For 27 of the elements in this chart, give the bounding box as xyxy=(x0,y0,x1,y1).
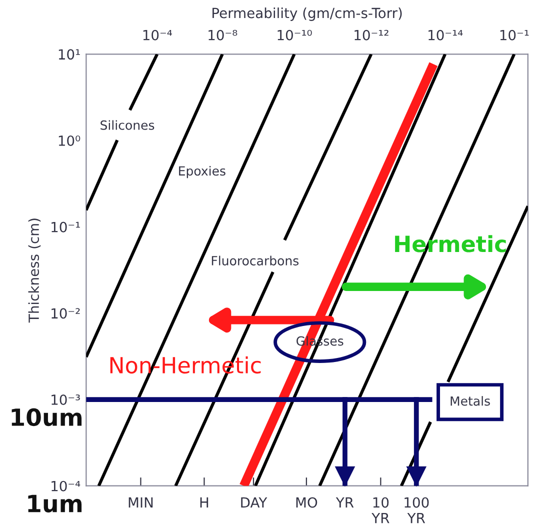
x-tick-label: H xyxy=(200,497,208,508)
x-tick-label: YR xyxy=(336,497,354,508)
y-tick-label: 10⁻⁴ xyxy=(52,480,80,492)
annotation: Silicones xyxy=(100,120,154,130)
series-label: 10⁻⁸ xyxy=(208,30,238,40)
y-tick-label: 10⁻¹ xyxy=(52,222,80,232)
annotation: Metals xyxy=(450,396,490,406)
annotation: Epoxies xyxy=(179,166,226,178)
series-label: 10⁻¹² xyxy=(354,30,388,40)
y-tick-label: 10⁰ xyxy=(58,135,80,146)
series-label: 10⁻¹ xyxy=(500,30,529,40)
x-tick-label: MO xyxy=(296,497,318,508)
series-label: 10⁻¹⁴ xyxy=(428,30,463,40)
chart-title: Permeability (gm/cm-s-Torr) xyxy=(212,8,402,21)
y-axis-title: Thickness (cm) xyxy=(28,218,41,323)
y-tick-label: 10⁻² xyxy=(52,308,80,319)
x-tick-label: MIN xyxy=(128,497,153,508)
ref-line-label: 10um xyxy=(12,408,82,426)
x-tick-label: DAY xyxy=(241,497,268,508)
x-tick-label: 10 YR xyxy=(372,497,390,524)
annotation: Fluorocarbons xyxy=(212,256,299,266)
y-tick-label: 10⁻³ xyxy=(52,394,80,405)
series-label: 10⁻¹⁰ xyxy=(278,30,312,40)
series-label: 10⁻⁴ xyxy=(143,30,172,40)
text: 1um xyxy=(28,494,82,512)
x-tick-label: 100 YR xyxy=(404,497,429,524)
y-tick-label: 10¹ xyxy=(58,49,80,60)
